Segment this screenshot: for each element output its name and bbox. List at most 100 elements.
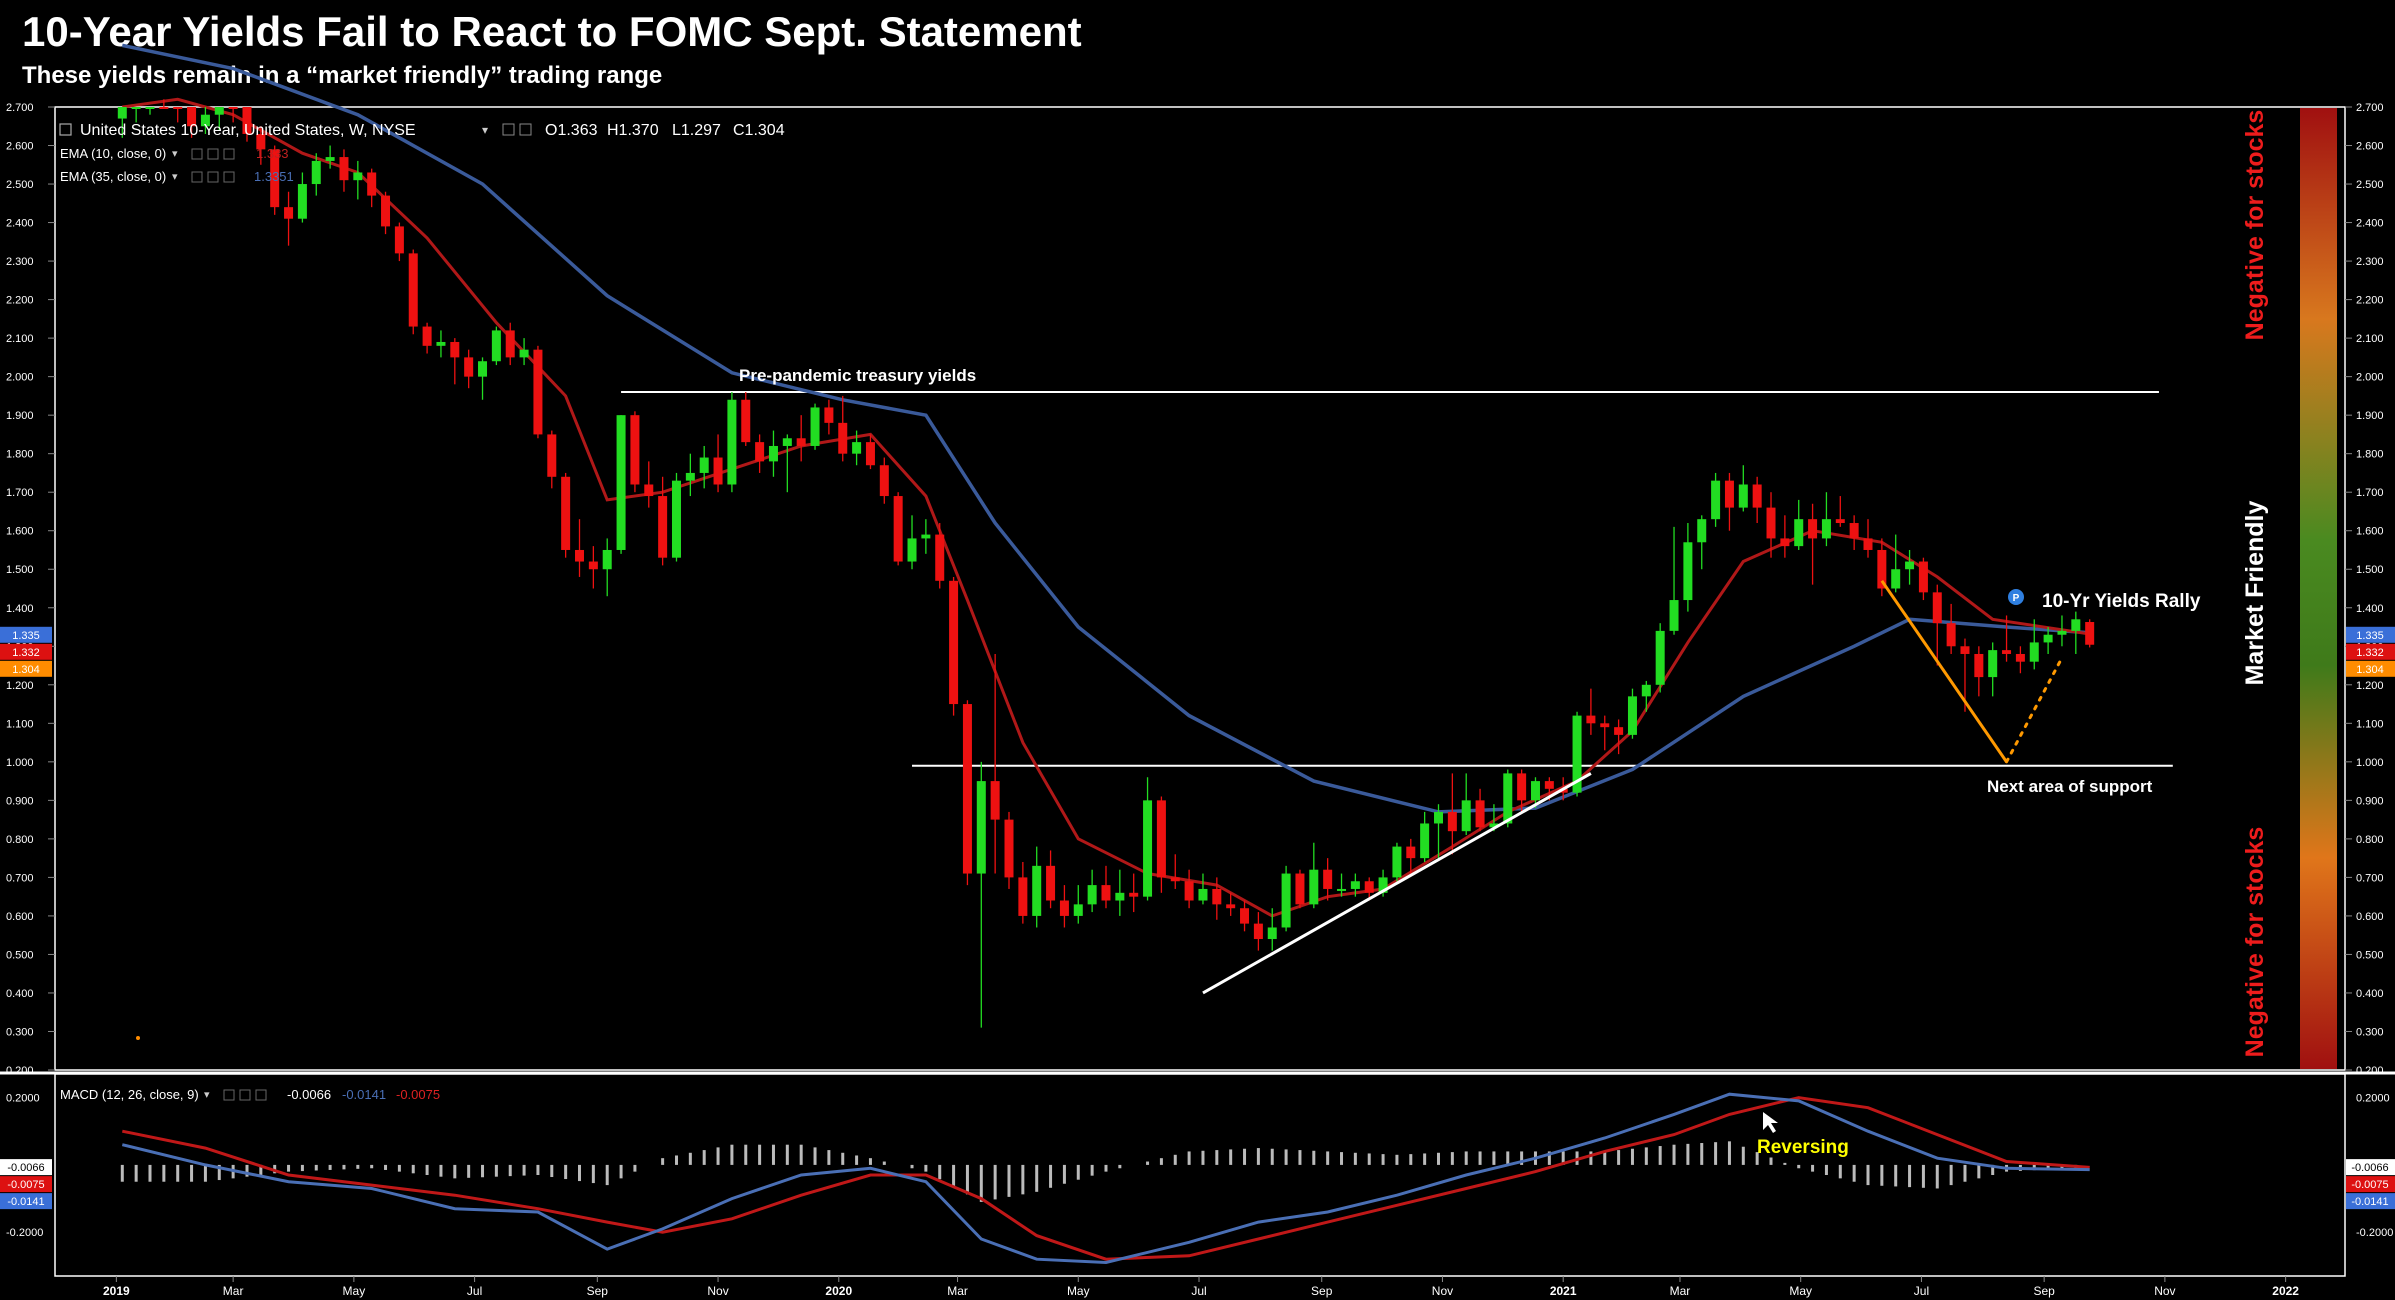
market-friendly-label: Market Friendly <box>2241 501 2269 686</box>
ema10-settings-icon[interactable] <box>207 148 219 160</box>
price-badge-left-macd <box>0 1159 52 1176</box>
y-tick-label-right: 1.500 <box>2356 564 2384 576</box>
y-tick-label-right: 0.800 <box>2356 834 2384 846</box>
macd-dropdown-icon[interactable]: ▾ <box>204 1089 210 1101</box>
x-tick-label: Mar <box>223 1284 244 1298</box>
rally-marker-icon[interactable] <box>2008 589 2024 605</box>
price-badge-left-price <box>0 660 52 677</box>
y-tick-label-left: 2.100 <box>6 333 34 345</box>
settings-toggle-icon[interactable] <box>519 123 532 136</box>
candle-up <box>602 549 612 570</box>
candle-up <box>782 438 792 446</box>
macd-remove-icon[interactable] <box>255 1089 267 1101</box>
candle-up <box>1420 823 1430 859</box>
candle-up <box>1738 484 1748 508</box>
y-tick-label-right: 2.500 <box>2356 179 2384 191</box>
candle-down <box>1170 877 1180 882</box>
candle-down <box>1295 873 1305 905</box>
ema35-eye-icon[interactable] <box>191 171 203 183</box>
candle-up <box>311 160 321 185</box>
candle-down <box>1323 869 1333 889</box>
candle-down <box>1364 881 1374 893</box>
macd-line-value: -0.0141 <box>342 1087 386 1102</box>
candle-down <box>2015 653 2025 662</box>
candle-down <box>1129 892 1139 897</box>
candle-down <box>1586 715 1596 724</box>
candle-down <box>159 107 169 109</box>
candle-down <box>1724 480 1734 508</box>
ema35-settings-icon[interactable] <box>207 171 219 183</box>
y-tick-label-right: 1.800 <box>2356 449 2384 461</box>
y-tick-label-left: 1.200 <box>6 680 34 692</box>
macd-y-tick-right: -0.2000 <box>2356 1227 2393 1239</box>
y-tick-label-right: 2.600 <box>2356 141 2384 153</box>
candle-down <box>242 107 252 134</box>
candle-up <box>1281 873 1291 928</box>
x-tick-label: Mar <box>1670 1284 1691 1298</box>
candle-up <box>685 472 695 481</box>
collapse-toggle-icon[interactable] <box>59 123 72 136</box>
y-tick-label-left: 2.300 <box>6 256 34 268</box>
y-tick-label-right: 2.000 <box>2356 372 2384 384</box>
x-tick-label: Jul <box>467 1284 482 1298</box>
eye-toggle-icon[interactable] <box>502 123 515 136</box>
candle-up <box>2043 634 2053 643</box>
candle-down <box>547 434 557 477</box>
y-tick-label-right: 1.600 <box>2356 526 2384 538</box>
candle-up <box>436 341 446 346</box>
candle-up <box>478 361 488 377</box>
y-tick-label-left: 0.600 <box>6 911 34 923</box>
price-badge-label-left: -0.0141 <box>7 1196 44 1208</box>
ema35-dropdown-icon[interactable]: ▾ <box>172 171 178 183</box>
stray-marker-dot <box>136 1036 140 1040</box>
candle-up <box>1350 881 1360 889</box>
y-tick-label-right: 2.100 <box>2356 333 2384 345</box>
ema10-remove-icon[interactable] <box>223 148 235 160</box>
candle-down <box>893 496 903 562</box>
price-badge-label-left: -0.0075 <box>7 1179 44 1191</box>
price-badge-right-price <box>2346 626 2395 643</box>
ema10-dropdown-icon[interactable]: ▾ <box>172 148 178 160</box>
candle-down <box>865 442 875 466</box>
candle-down <box>1614 727 1624 735</box>
candle-down <box>588 561 598 570</box>
candle-down <box>1544 781 1554 789</box>
y-tick-label-right: 2.300 <box>2356 256 2384 268</box>
negative-bottom-label: Negative for stocks <box>2241 827 2269 1058</box>
y-tick-label-left: 2.000 <box>6 372 34 384</box>
candle-down <box>949 580 959 705</box>
symbol-dropdown-icon[interactable]: ▾ <box>482 123 488 137</box>
y-tick-label-left: 1.600 <box>6 526 34 538</box>
candle-up <box>768 445 778 462</box>
candle-down <box>1835 519 1845 524</box>
macd-eye-icon[interactable] <box>223 1089 235 1101</box>
y-tick-label-left: 0.900 <box>6 795 34 807</box>
macd-y-tick-left: 0.2000 <box>6 1093 40 1105</box>
candle-down <box>1253 923 1263 940</box>
projected-trendline <box>2005 656 2064 764</box>
candle-up <box>810 407 820 446</box>
candle-up <box>1572 715 1582 793</box>
candle-down <box>284 207 294 219</box>
candle-up <box>699 457 709 473</box>
price-badge-label-left: 1.332 <box>12 647 40 659</box>
candle-down <box>1600 723 1610 728</box>
candle-up <box>1891 569 1901 589</box>
ema35-remove-icon[interactable] <box>223 171 235 183</box>
macd-settings-icon[interactable] <box>239 1089 251 1101</box>
macd-y-tick-left: -0.2000 <box>6 1227 43 1239</box>
macd-hist-value: -0.0066 <box>287 1087 331 1102</box>
y-tick-label-right: 0.900 <box>2356 795 2384 807</box>
candle-up <box>1032 865 1042 916</box>
candle-down <box>1877 549 1887 589</box>
price-badge-left-price <box>0 626 52 643</box>
ema10-eye-icon[interactable] <box>191 148 203 160</box>
y-tick-label-right: 0.500 <box>2356 949 2384 961</box>
y-tick-label-left: 0.400 <box>6 988 34 1000</box>
candle-down <box>644 484 654 497</box>
candle-down <box>1960 646 1970 654</box>
macd-line <box>121 1092 2090 1265</box>
candle-up <box>1627 696 1637 735</box>
candle-down <box>962 704 972 874</box>
